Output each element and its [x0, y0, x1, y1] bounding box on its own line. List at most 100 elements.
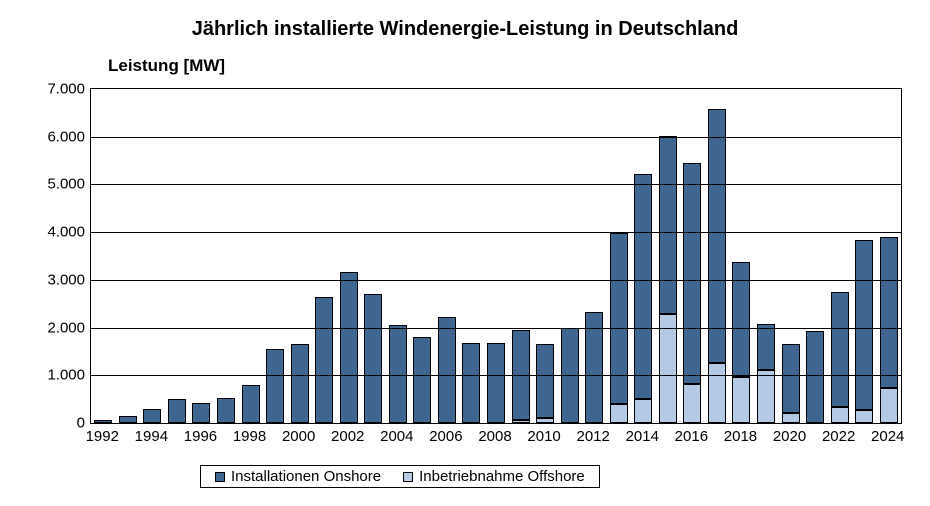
y-axis-title: Leistung [MW] — [108, 56, 225, 76]
bar-slot — [266, 349, 284, 423]
bar-segment-onshore — [782, 344, 800, 412]
bar-slot — [487, 343, 505, 423]
bar-slot — [340, 272, 358, 423]
bar-slot — [438, 317, 456, 423]
bar-slot — [512, 330, 530, 423]
x-tick-label: 2016 — [675, 428, 708, 445]
bar-segment-offshore — [880, 388, 898, 423]
bar-segment-onshore — [192, 403, 210, 423]
grid-line — [91, 232, 901, 233]
bar-slot — [143, 409, 161, 423]
bar-segment-offshore — [757, 370, 775, 423]
bar-slot — [831, 292, 849, 423]
bar-segment-offshore — [536, 418, 554, 423]
y-tick-label: 0 — [30, 415, 85, 432]
bar-segment-onshore — [536, 344, 554, 418]
bar-slot — [242, 385, 260, 423]
bar-segment-offshore — [512, 420, 530, 423]
bar-segment-onshore — [708, 109, 726, 363]
bar-slot — [634, 174, 652, 423]
bar-segment-onshore — [855, 240, 873, 410]
legend: Installationen Onshore Inbetriebnahme Of… — [200, 465, 600, 488]
y-tick-label: 6.000 — [30, 128, 85, 145]
bar-segment-onshore — [487, 343, 505, 423]
y-tick-label: 2.000 — [30, 319, 85, 336]
bar-slot — [94, 420, 112, 423]
bar-slot — [168, 399, 186, 423]
bar-slot — [389, 325, 407, 423]
y-tick-label: 7.000 — [30, 81, 85, 98]
bar-segment-offshore — [683, 384, 701, 423]
bar-segment-onshore — [168, 399, 186, 423]
bar-segment-onshore — [659, 136, 677, 314]
bar-segment-onshore — [217, 398, 235, 423]
bar-slot — [683, 163, 701, 423]
bar-segment-offshore — [610, 404, 628, 423]
bar-segment-onshore — [438, 317, 456, 423]
x-tick-label: 2012 — [576, 428, 609, 445]
bar-segment-offshore — [782, 413, 800, 423]
x-tick-label: 2000 — [282, 428, 315, 445]
grid-line — [91, 375, 901, 376]
bar-segment-onshore — [266, 349, 284, 423]
bar-slot — [315, 297, 333, 423]
legend-label-offshore: Inbetriebnahme Offshore — [419, 468, 585, 485]
grid-line — [91, 137, 901, 138]
bar-segment-onshore — [143, 409, 161, 423]
bar-segment-onshore — [610, 233, 628, 404]
x-tick-label: 2004 — [380, 428, 413, 445]
bar-segment-offshore — [831, 407, 849, 423]
x-tick-label: 2018 — [724, 428, 757, 445]
bar-segment-offshore — [659, 314, 677, 423]
y-tick-label: 1.000 — [30, 367, 85, 384]
bar-slot — [782, 344, 800, 423]
x-tick-label: 2022 — [822, 428, 855, 445]
bar-segment-onshore — [683, 163, 701, 384]
x-tick-label: 2014 — [626, 428, 659, 445]
bar-segment-offshore — [855, 410, 873, 423]
grid-line — [91, 280, 901, 281]
bar-segment-onshore — [315, 297, 333, 423]
bar-slot — [364, 294, 382, 423]
bar-segment-onshore — [94, 420, 112, 423]
bar-segment-onshore — [364, 294, 382, 423]
bar-segment-onshore — [634, 174, 652, 399]
grid-line — [91, 184, 901, 185]
y-tick-label: 3.000 — [30, 271, 85, 288]
bar-slot — [413, 337, 431, 423]
bar-segment-onshore — [119, 416, 137, 423]
y-tick-label: 4.000 — [30, 224, 85, 241]
bar-slot — [880, 237, 898, 423]
bar-slot — [462, 343, 480, 423]
bar-segment-onshore — [413, 337, 431, 423]
bar-segment-onshore — [389, 325, 407, 423]
bar-slot — [217, 398, 235, 423]
legend-swatch-onshore — [215, 472, 225, 482]
bar-segment-onshore — [757, 324, 775, 370]
x-tick-label: 1994 — [135, 428, 168, 445]
x-tick-label: 2002 — [331, 428, 364, 445]
grid-line — [91, 328, 901, 329]
plot-area — [90, 88, 902, 424]
bar-segment-onshore — [880, 237, 898, 387]
bar-segment-onshore — [806, 331, 824, 423]
x-tick-label: 1992 — [86, 428, 119, 445]
legend-label-onshore: Installationen Onshore — [231, 468, 381, 485]
bar-segment-onshore — [242, 385, 260, 423]
x-tick-label: 1998 — [233, 428, 266, 445]
bar-slot — [732, 262, 750, 423]
bar-slot — [119, 416, 137, 423]
bar-slot — [855, 240, 873, 423]
chart-title: Jährlich installierte Windenergie-Leistu… — [0, 18, 930, 41]
bar-segment-onshore — [291, 344, 309, 423]
bar-slot — [291, 344, 309, 423]
x-tick-label: 2008 — [478, 428, 511, 445]
legend-swatch-offshore — [403, 472, 413, 482]
bar-segment-offshore — [708, 363, 726, 423]
legend-item-offshore: Inbetriebnahme Offshore — [403, 468, 585, 485]
bar-segment-onshore — [831, 292, 849, 407]
bar-slot — [192, 403, 210, 423]
bar-slot — [806, 331, 824, 423]
x-tick-label: 2010 — [527, 428, 560, 445]
chart-container: Jährlich installierte Windenergie-Leistu… — [0, 0, 930, 506]
